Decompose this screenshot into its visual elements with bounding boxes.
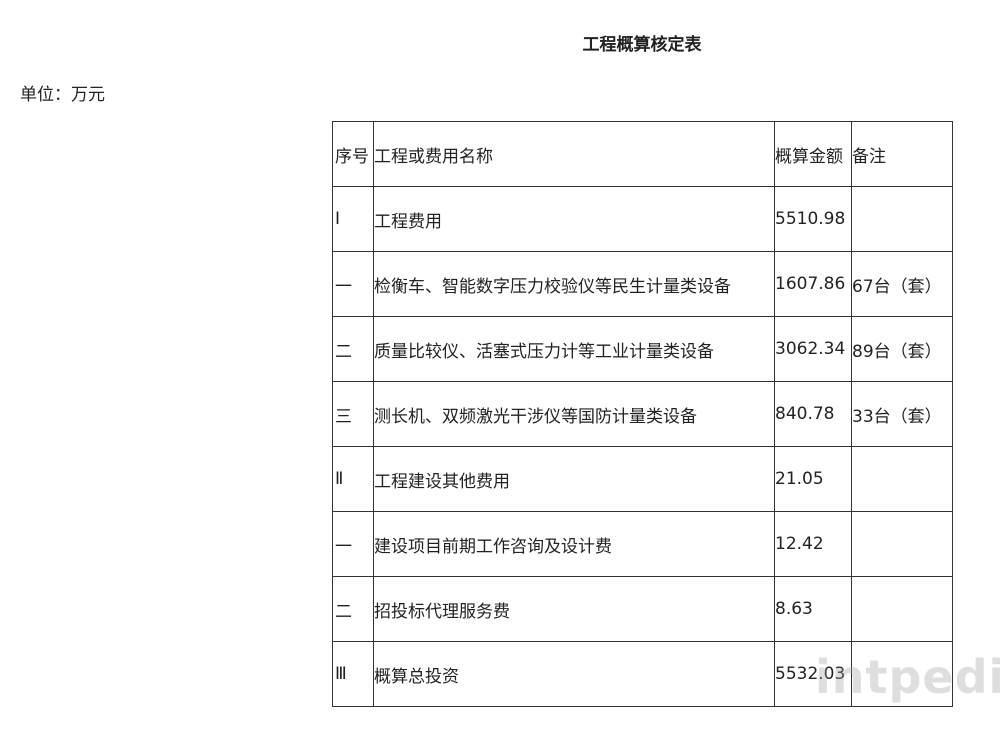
table-row: 一建设项目前期工作咨询及设计费 12.42 — [332, 511, 953, 577]
remark-cell — [851, 511, 953, 577]
row-index-cell: Ⅲ — [332, 641, 374, 707]
item-name-cell: 概算总投资 — [373, 641, 775, 707]
table-row: 三测长机、双频激光干涉仪等国防计量类设备 840.78 33台（套） — [332, 381, 953, 447]
item-name-cell: 工程费用 — [373, 186, 775, 252]
remark-cell — [851, 446, 953, 512]
row-index-cell: 二 — [332, 576, 374, 642]
header-cell: 序号 — [332, 121, 374, 187]
row-index-cell: 三 — [332, 381, 374, 447]
item-name-cell: 招投标代理服务费 — [373, 576, 775, 642]
unit-label: 单位：万元 — [20, 85, 105, 105]
amount-cell: 1607.86 — [774, 251, 852, 317]
row-index-cell: 一 — [332, 511, 374, 577]
amount-cell: 840.78 — [774, 381, 852, 447]
remark-cell: 67台（套） — [851, 251, 953, 317]
table-row: Ⅰ 工程费用 5510.98 — [332, 186, 953, 252]
remark-cell: 89台（套） — [851, 316, 953, 382]
header-cell: 概算金额 — [774, 121, 852, 187]
remark-cell — [851, 186, 953, 252]
table-row: 二招投标代理服务费 8.63 — [332, 576, 953, 642]
remark-cell: 33台（套） — [851, 381, 953, 447]
row-index-cell: 一 — [332, 251, 374, 317]
remark-cell — [851, 641, 953, 707]
item-name-cell: 测长机、双频激光干涉仪等国防计量类设备 — [373, 381, 775, 447]
budget-table: 序号 工程或费用名称 概算金额 备注 Ⅰ 工程费用 5510.98 一检衡车、智能数字… — [332, 121, 953, 707]
item-name-cell: 检衡车、智能数字压力校验仪等民生计量类设备 — [373, 251, 775, 317]
watermark-logo: intpedia — [815, 650, 1000, 704]
remark-cell — [851, 576, 953, 642]
table-row: 二质量比较仪、活塞式压力计等工业计量类设备 3062.34 89台（套） — [332, 316, 953, 382]
page-title: 工程概算核定表 — [582, 35, 702, 55]
row-index-cell: 二 — [332, 316, 374, 382]
header-cell: 工程或费用名称 — [373, 121, 775, 187]
amount-cell: 3062.34 — [774, 316, 852, 382]
item-name-cell: 建设项目前期工作咨询及设计费 — [373, 511, 775, 577]
row-index-cell: Ⅱ — [332, 446, 374, 512]
amount-cell: 12.42 — [774, 511, 852, 577]
row-index-cell: Ⅰ — [332, 186, 374, 252]
item-name-cell: 质量比较仪、活塞式压力计等工业计量类设备 — [373, 316, 775, 382]
amount-cell: 5510.98 — [774, 186, 852, 252]
table-row: 一检衡车、智能数字压力校验仪等民生计量类设备 1607.86 67台（套） — [332, 251, 953, 317]
header-cell: 备注 — [851, 121, 953, 187]
amount-cell: 8.63 — [774, 576, 852, 642]
table-header-row: 序号 工程或费用名称 概算金额 备注 — [332, 121, 953, 187]
amount-cell: 21.05 — [774, 446, 852, 512]
item-name-cell: 工程建设其他费用 — [373, 446, 775, 512]
table-row: Ⅱ 工程建设其他费用 21.05 — [332, 446, 953, 512]
table-row: Ⅲ 概算总投资 5532.03 — [332, 641, 953, 707]
